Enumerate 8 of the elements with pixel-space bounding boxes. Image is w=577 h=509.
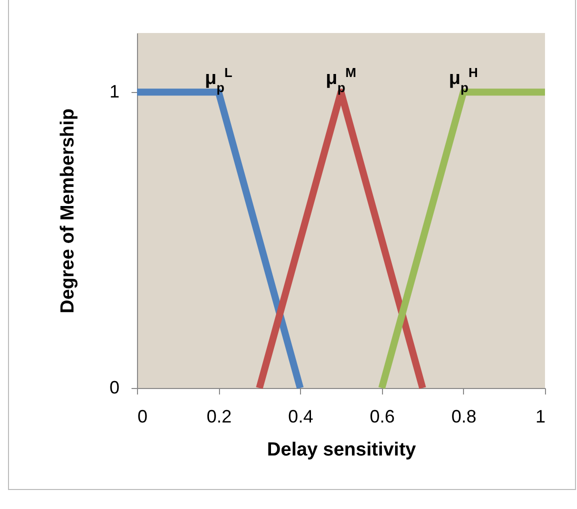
y-axis-title: Degree of Membership	[57, 108, 78, 314]
x-tick-label: 0	[138, 406, 148, 426]
x-tick-label: 1	[535, 406, 546, 426]
x-tick-label: 0.8	[451, 406, 476, 426]
x-tick-label: 0.4	[288, 406, 314, 426]
x-tick-label: 0.6	[370, 406, 395, 426]
x-axis-title: Delay sensitivity	[267, 440, 416, 460]
x-tick-label: 0.2	[206, 406, 232, 426]
